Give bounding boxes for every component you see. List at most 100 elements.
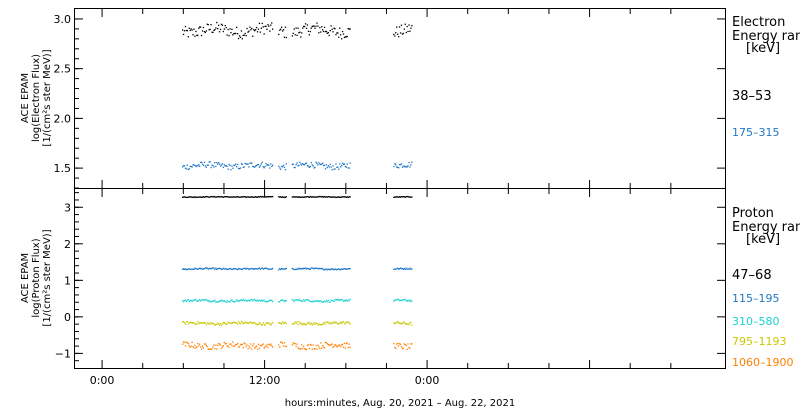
proton-point-0 xyxy=(333,196,335,198)
proton-point-1 xyxy=(322,267,324,270)
proton-point-0 xyxy=(396,196,398,198)
electron-point-1 xyxy=(342,163,345,165)
electron-point-1 xyxy=(187,168,189,171)
proton-point-4 xyxy=(252,345,254,347)
proton-point-4 xyxy=(306,344,309,347)
proton-point-1 xyxy=(309,268,311,270)
proton-point-0 xyxy=(255,196,257,198)
electron-point-1 xyxy=(305,162,308,164)
proton-point-0 xyxy=(194,196,196,198)
electron-point-0 xyxy=(229,28,231,30)
proton-point-1 xyxy=(188,268,190,270)
proton-point-4 xyxy=(393,343,395,345)
proton-point-1 xyxy=(248,268,250,271)
proton-point-4 xyxy=(272,346,274,348)
proton-point-2 xyxy=(182,299,184,302)
proton-point-1 xyxy=(345,268,347,270)
electron-point-1 xyxy=(256,164,259,166)
proton-point-1 xyxy=(308,268,310,270)
electron-point-0 xyxy=(394,35,396,37)
proton-point-3 xyxy=(200,322,203,324)
proton-point-3 xyxy=(306,322,309,324)
electron-point-0 xyxy=(316,22,318,24)
proton-point-4 xyxy=(341,344,343,346)
proton-point-4 xyxy=(269,344,271,346)
proton-point-1 xyxy=(259,268,261,270)
electron-point-0 xyxy=(325,30,328,33)
electron-point-1 xyxy=(268,164,270,166)
proton-point-2 xyxy=(345,299,347,301)
proton-point-0 xyxy=(241,196,243,198)
electron-point-1 xyxy=(294,166,296,169)
proton-point-0 xyxy=(199,196,201,198)
electron-point-1 xyxy=(198,164,200,166)
proton-point-2 xyxy=(235,300,237,302)
electron-point-0 xyxy=(294,34,296,36)
proton-point-2 xyxy=(347,299,349,301)
proton-point-2 xyxy=(299,300,301,302)
proton-point-0 xyxy=(279,196,281,198)
electron-point-0 xyxy=(324,30,327,33)
proton-point-4 xyxy=(191,341,193,343)
electron-point-1 xyxy=(191,166,193,168)
proton-point-0 xyxy=(196,196,198,198)
proton-point-1 xyxy=(205,267,207,269)
proton-point-3 xyxy=(268,322,270,324)
proton-point-3 xyxy=(334,322,336,324)
electron-point-1 xyxy=(199,165,201,167)
electron-point-1 xyxy=(188,168,190,170)
proton-point-3 xyxy=(199,322,201,324)
electron-point-1 xyxy=(335,163,337,165)
proton-point-0 xyxy=(349,196,351,198)
proton-point-0 xyxy=(314,196,316,198)
proton-point-3 xyxy=(197,320,199,323)
proton-point-2 xyxy=(200,299,203,301)
proton-point-1 xyxy=(348,268,350,270)
proton-point-3 xyxy=(312,323,314,325)
proton-point-0 xyxy=(188,196,190,198)
electron-point-0 xyxy=(347,28,349,30)
proton-point-2 xyxy=(207,300,209,303)
proton-point-0 xyxy=(341,196,343,198)
electron-point-0 xyxy=(216,21,218,24)
proton-point-2 xyxy=(408,299,410,301)
proton-point-3 xyxy=(202,322,205,324)
proton-point-2 xyxy=(311,300,313,303)
proton-point-1 xyxy=(238,268,241,270)
proton-point-1 xyxy=(226,268,228,271)
proton-point-1 xyxy=(187,268,189,270)
electron-panel-frame xyxy=(74,8,726,189)
proton-point-3 xyxy=(239,323,242,325)
x-tick-label-0: 0:00 xyxy=(90,374,115,387)
proton-legend-unit: [keV] xyxy=(746,232,780,247)
electron-point-0 xyxy=(406,25,408,28)
electron-point-0 xyxy=(230,32,232,34)
proton-point-0 xyxy=(208,196,210,198)
electron-point-1 xyxy=(207,164,209,166)
proton-point-2 xyxy=(406,300,408,302)
electron-point-0 xyxy=(313,25,315,27)
proton-point-4 xyxy=(325,342,328,344)
proton-point-4 xyxy=(219,344,222,346)
proton-point-0 xyxy=(326,196,328,198)
electron-legend-item-2: 175–315 xyxy=(732,126,780,139)
proton-point-1 xyxy=(267,268,269,270)
electron-point-1 xyxy=(271,165,273,168)
proton-point-4 xyxy=(337,345,339,347)
proton-point-4 xyxy=(229,343,231,345)
proton-point-4 xyxy=(188,345,190,347)
proton-point-1 xyxy=(229,267,231,270)
proton-point-4 xyxy=(327,343,329,346)
proton-point-3 xyxy=(327,321,329,323)
proton-point-2 xyxy=(191,300,193,303)
proton-point-2 xyxy=(266,301,268,303)
electron-point-1 xyxy=(278,165,280,167)
proton-point-4 xyxy=(394,346,396,349)
proton-point-2 xyxy=(341,299,343,301)
electron-point-1 xyxy=(195,165,197,168)
electron-ylabel-line3: [1/(cm²s ster MeV)] xyxy=(42,49,53,146)
proton-point-0 xyxy=(200,196,202,198)
proton-point-4 xyxy=(398,343,401,345)
proton-point-3 xyxy=(336,322,338,324)
